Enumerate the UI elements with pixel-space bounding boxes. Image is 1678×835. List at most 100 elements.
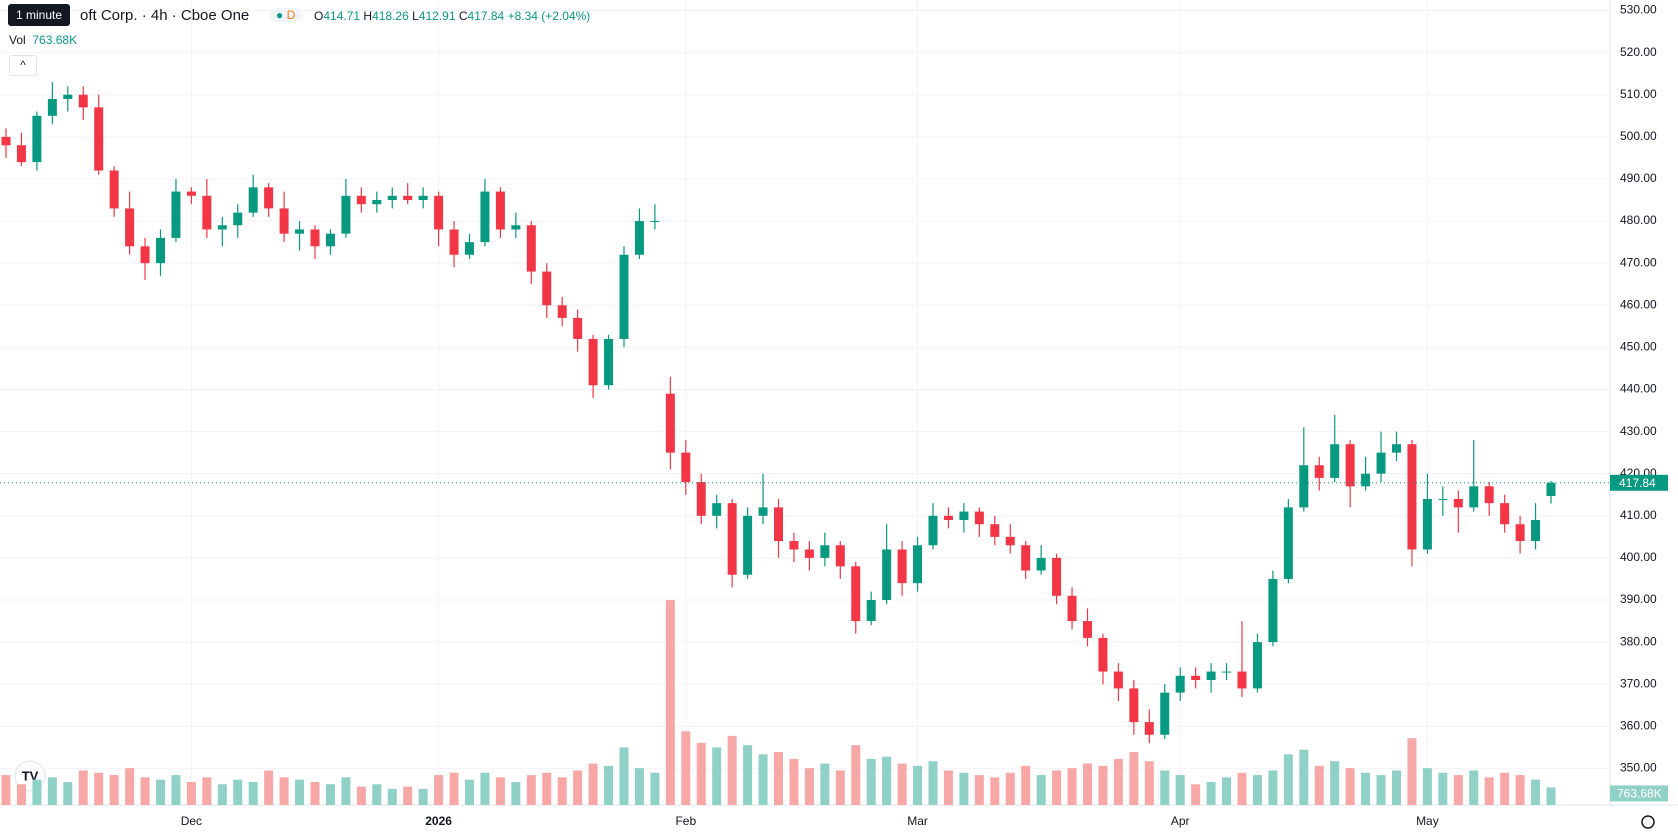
- volume-bar: [712, 747, 722, 805]
- volume-bar: [943, 770, 953, 805]
- y-tick-label: 440.00: [1620, 382, 1657, 396]
- volume-bar: [913, 765, 923, 805]
- candle-body: [449, 229, 459, 255]
- candle-body: [990, 524, 1000, 537]
- candle-body: [109, 170, 119, 209]
- h-value: 418.26: [372, 9, 409, 23]
- candle-body: [279, 208, 289, 234]
- volume-bar: [202, 777, 212, 805]
- volume-bar: [974, 775, 984, 805]
- candle-body: [94, 107, 104, 171]
- volume-bar: [1237, 772, 1247, 805]
- candle-body: [1392, 444, 1401, 453]
- h-label: H: [363, 9, 373, 23]
- volume-bar: [511, 781, 521, 805]
- volume-bar: [1330, 761, 1340, 805]
- volume-bar: [542, 772, 552, 805]
- volume-bar: [94, 772, 104, 805]
- volume-bar: [233, 779, 243, 805]
- candle-body: [820, 545, 830, 558]
- candle-body: [1113, 671, 1123, 689]
- candle-body: [526, 225, 536, 272]
- volume-bar: [372, 784, 382, 805]
- candle-body: [1515, 524, 1525, 542]
- y-tick-label: 350.00: [1620, 761, 1657, 775]
- volume-bar: [1252, 775, 1262, 805]
- last-volume-label: 763.68K: [1617, 787, 1662, 801]
- volume-bar: [820, 763, 830, 805]
- candle-body: [913, 545, 923, 584]
- volume-bar: [434, 775, 444, 805]
- volume-bar: [1531, 779, 1541, 805]
- y-tick-label: 460.00: [1620, 297, 1657, 311]
- volume-bar: [125, 768, 135, 805]
- volume-bar: [1345, 768, 1355, 805]
- candle-body: [1376, 452, 1386, 474]
- candle-body: [588, 338, 598, 386]
- volume-bar: [1083, 763, 1092, 805]
- collapse-button[interactable]: ^: [9, 55, 37, 76]
- candle-body: [1453, 498, 1463, 508]
- interval-badge[interactable]: ● D: [270, 8, 302, 22]
- volume-bar: [341, 777, 351, 805]
- volume-bar: [32, 779, 42, 805]
- volume-bar: [1021, 765, 1031, 805]
- volume-bar: [928, 761, 938, 805]
- y-tick-label: 520.00: [1620, 45, 1657, 59]
- volume-bar: [1376, 775, 1386, 805]
- volume-bar: [1484, 777, 1494, 805]
- last-price-label: 417.84: [1619, 476, 1656, 490]
- volume-bar: [264, 770, 274, 805]
- candle-body: [140, 246, 150, 264]
- candle-body: [943, 515, 953, 520]
- volume-bar: [696, 742, 706, 805]
- volume-bar: [1, 775, 11, 805]
- candle-body: [774, 507, 783, 542]
- candle-body: [681, 452, 691, 483]
- volume-bar: [171, 775, 181, 805]
- candle-body: [202, 195, 212, 230]
- candle-body: [1531, 520, 1541, 542]
- volume-bar: [78, 770, 88, 805]
- volume-bar: [325, 784, 335, 805]
- volume-bar: [109, 775, 119, 805]
- candle-body: [712, 503, 722, 516]
- volume-bar: [665, 600, 675, 805]
- volume-bar: [1361, 772, 1371, 805]
- volume-bar: [1407, 738, 1417, 805]
- o-label: O: [314, 9, 324, 23]
- candle-body: [542, 271, 552, 306]
- candle-body: [418, 195, 428, 200]
- candle-body: [835, 545, 845, 567]
- x-tick-label: 2026: [425, 814, 452, 828]
- candle-body: [650, 221, 660, 223]
- x-tick-label: Feb: [675, 814, 696, 828]
- y-tick-label: 370.00: [1620, 676, 1657, 690]
- settings-icon[interactable]: [1641, 815, 1655, 829]
- candle-body: [47, 98, 57, 116]
- y-tick-label: 510.00: [1620, 87, 1657, 101]
- candle-body: [1268, 578, 1278, 643]
- last-price-box: [1610, 474, 1668, 491]
- candle-body: [295, 229, 305, 234]
- candle-body: [403, 195, 413, 200]
- volume-bar: [650, 772, 660, 805]
- candle-body: [1129, 688, 1139, 723]
- volume-bar: [1515, 775, 1525, 805]
- candle-body: [1021, 545, 1031, 571]
- volume-bar: [140, 777, 150, 805]
- candle-body: [1191, 675, 1201, 680]
- volume-legend: Vol 763.68K: [9, 33, 77, 47]
- volume-bar: [63, 781, 73, 805]
- y-tick-label: 410.00: [1620, 508, 1657, 522]
- y-tick-label: 450.00: [1620, 340, 1657, 354]
- candle-body: [1052, 557, 1062, 596]
- candle-body: [1469, 486, 1479, 508]
- candle-body: [1330, 444, 1340, 478]
- candle-body: [743, 515, 753, 575]
- volume-bar: [1469, 770, 1479, 805]
- candle-body: [434, 195, 444, 230]
- candle-body: [959, 511, 969, 520]
- candle-body: [1407, 444, 1417, 550]
